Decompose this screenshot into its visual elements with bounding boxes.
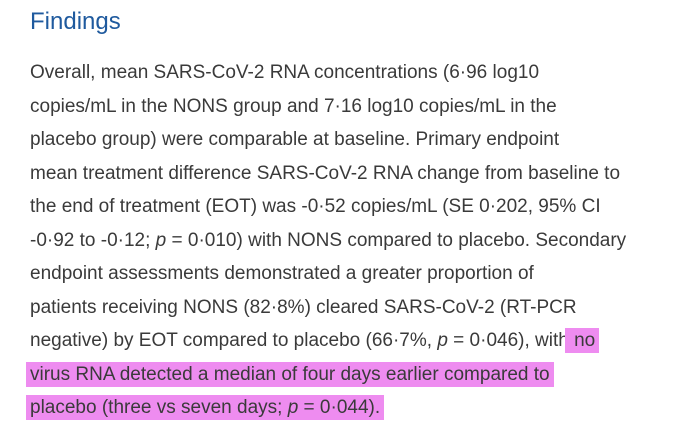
paragraph-line: placebo (three vs seven days; p = 0·044)… (26, 391, 680, 425)
highlighted-text: no (564, 328, 600, 353)
line-text: = 0·046), with (447, 330, 569, 351)
paragraph-line: -0·92 to -0·12; p = 0·010) with NONS com… (30, 224, 680, 258)
line-text: -0·92 to -0·12; (30, 229, 156, 251)
paragraph-line: the end of treatment (EOT) was -0·52 cop… (30, 196, 601, 217)
highlighted-line-text: placebo (three vs seven days; (30, 397, 288, 418)
paragraph-line: virus RNA detected a median of four days… (26, 358, 680, 392)
highlighted-text: virus RNA detected a median of four days… (26, 361, 554, 387)
findings-paragraph: Overall, mean SARS-CoV-2 RNA concentrati… (26, 56, 680, 425)
p-value-symbol: p (437, 330, 448, 351)
paragraph-line: placebo group) were comparable at baseli… (30, 129, 560, 150)
paragraph-line: endpoint assessments demonstrated a grea… (30, 263, 534, 284)
paragraph-line: mean treatment difference SARS-CoV-2 RNA… (30, 162, 621, 184)
p-value-symbol: p (287, 397, 299, 418)
line-text: = 0·010) with NONS compared to placebo. … (166, 229, 627, 251)
paragraph-line: Overall, mean SARS-CoV-2 RNA concentrati… (30, 62, 540, 83)
paragraph-line: negative) by EOT compared to placebo (66… (30, 324, 680, 358)
section-heading: Findings (30, 8, 121, 35)
paragraph-line: patients receiving NONS (82·8%) cleared … (30, 296, 577, 318)
line-text: negative) by EOT compared to placebo (66… (30, 330, 438, 351)
highlighted-text: placebo (three vs seven days; p = 0·044)… (26, 395, 385, 420)
paragraph-line: copies/mL in the NONS group and 7·16 log… (30, 95, 557, 117)
p-value-symbol: p (155, 229, 167, 251)
highlighted-line-text: = 0·044). (298, 397, 381, 418)
